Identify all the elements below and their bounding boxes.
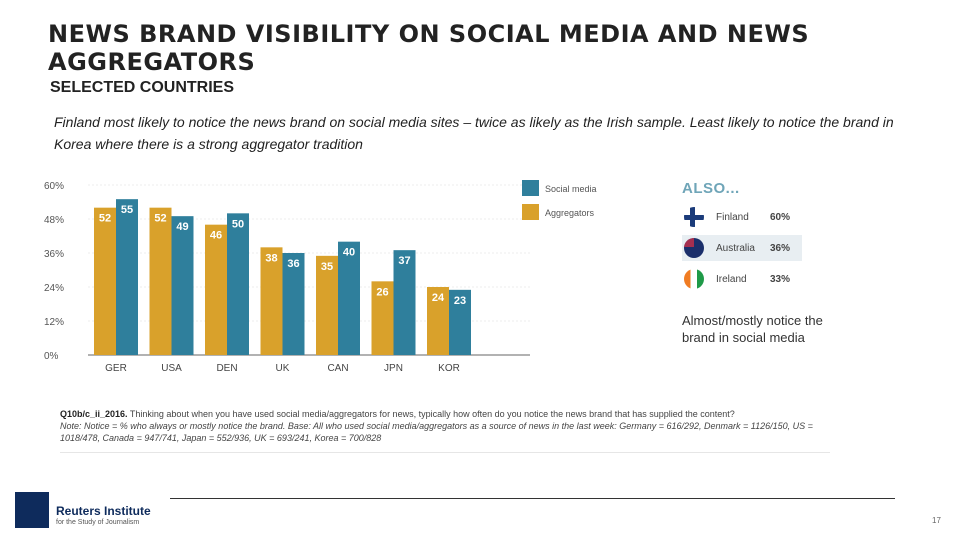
legend-swatch xyxy=(522,180,539,196)
description: Finland most likely to notice the news b… xyxy=(54,114,894,152)
y-tick-label: 24% xyxy=(44,283,64,294)
bar-social-media xyxy=(393,250,416,355)
bar-social-media xyxy=(338,241,360,355)
x-tick-label: GER xyxy=(105,363,127,374)
data-label: 40 xyxy=(343,247,355,259)
finland-flag-icon xyxy=(684,207,704,227)
question-text: Thinking about when you have used social… xyxy=(127,409,735,419)
x-tick-label: DEN xyxy=(216,363,237,374)
x-tick-label: KOR xyxy=(438,363,460,374)
country-name: Australia xyxy=(716,243,755,254)
data-label: 26 xyxy=(376,286,388,298)
ireland-flag-icon xyxy=(684,269,704,289)
x-tick-label: UK xyxy=(276,363,290,374)
x-tick-label: USA xyxy=(161,363,182,374)
bar-aggregators xyxy=(316,255,338,355)
data-label: 52 xyxy=(99,213,111,225)
data-label: 23 xyxy=(454,295,466,307)
bar-aggregators xyxy=(260,247,283,355)
bar-aggregators xyxy=(149,207,172,355)
bar-aggregators xyxy=(94,207,116,355)
bar-aggregators xyxy=(205,224,227,355)
also-note: Almost/mostly notice the brand in social… xyxy=(682,313,823,345)
bar-social-media xyxy=(282,253,305,355)
footer-divider xyxy=(170,498,895,499)
y-tick-label: 48% xyxy=(44,215,64,226)
country-value: 36% xyxy=(770,243,791,254)
question-id: Q10b/c_ii_2016. xyxy=(60,409,128,419)
bar-social-media xyxy=(449,289,471,355)
also-panel: ALSO... Finland 60% Australia 36% Irelan… xyxy=(682,180,802,289)
page-number: 17 xyxy=(932,516,941,525)
also-row-australia: Australia 36% xyxy=(682,235,802,261)
bar-social-media xyxy=(227,213,249,355)
australia-flag-icon xyxy=(684,238,704,258)
country-name: Finland xyxy=(716,212,749,223)
bar-chart: 0% 12% 24% 36% 48% 60% 52 55 GER 52 49 USA 46 50 DEN 38… xyxy=(44,180,597,374)
legend-label: Social media xyxy=(545,184,597,194)
org-subtitle: for the Study of Journalism xyxy=(56,519,140,526)
data-label: 35 xyxy=(321,261,333,273)
x-tick-label: CAN xyxy=(327,363,348,374)
also-row-finland: Finland 60% xyxy=(682,204,802,230)
data-label: 24 xyxy=(432,292,445,304)
data-label: 38 xyxy=(265,252,277,264)
country-value: 33% xyxy=(770,274,791,285)
also-heading: ALSO... xyxy=(682,180,740,197)
x-tick-label: JPN xyxy=(384,363,403,374)
page-subtitle: SELECTED COUNTRIES xyxy=(50,79,235,96)
y-tick-label: 60% xyxy=(44,181,64,192)
data-label: 46 xyxy=(210,230,222,242)
bar-social-media xyxy=(116,199,138,355)
data-label: 36 xyxy=(287,258,299,270)
base-note: Note: Notice = % who always or mostly no… xyxy=(60,421,813,443)
country-value: 60% xyxy=(770,212,791,223)
legend-label: Aggregators xyxy=(545,208,595,218)
data-label: 37 xyxy=(398,255,410,267)
bar-social-media xyxy=(171,216,194,355)
data-label: 55 xyxy=(121,204,133,216)
data-label: 52 xyxy=(154,213,166,225)
bar-aggregators xyxy=(371,281,394,355)
y-tick-label: 12% xyxy=(44,317,64,328)
oxford-logo xyxy=(15,492,49,528)
data-label: 49 xyxy=(176,221,188,233)
data-label: 50 xyxy=(232,218,244,230)
y-tick-label: 36% xyxy=(44,249,64,260)
legend-swatch xyxy=(522,204,539,220)
org-name: Reuters Institute xyxy=(56,504,151,518)
source-note: Q10b/c_ii_2016. Thinking about when you … xyxy=(60,408,830,453)
bar-aggregators xyxy=(427,287,449,355)
country-name: Ireland xyxy=(716,274,747,285)
y-tick-label: 0% xyxy=(44,351,59,362)
page-title: NEWS BRAND VISIBILITY ON SOCIAL MEDIA AN… xyxy=(48,20,810,76)
also-row-ireland: Ireland 33% xyxy=(682,266,802,292)
